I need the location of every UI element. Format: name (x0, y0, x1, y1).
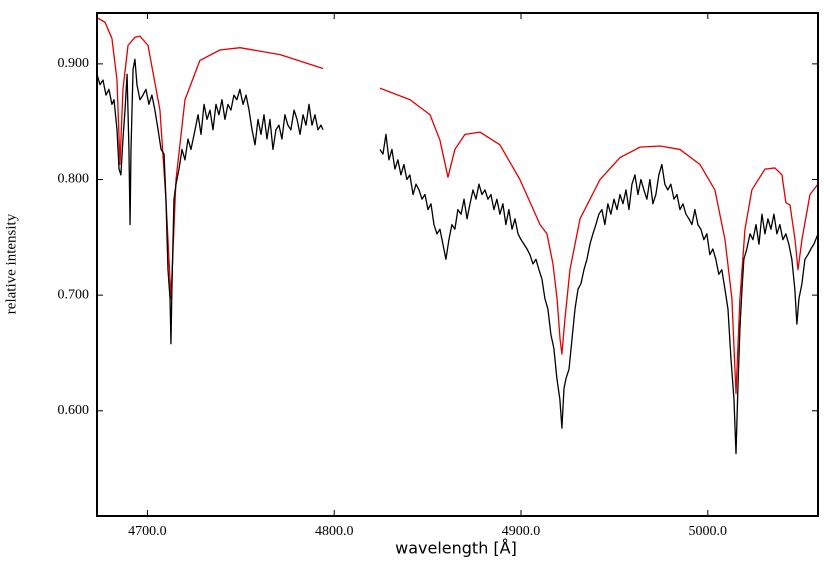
x-tick-label: 4800.0 (315, 524, 354, 539)
y-tick-label: 0.800 (58, 172, 90, 187)
x-axis-label: wavelength [Å] (395, 539, 517, 558)
y-tick-label: 0.700 (58, 287, 90, 302)
y-tick-label: 0.900 (58, 56, 90, 71)
y-axis-label: relative intensity (3, 213, 19, 314)
spectrum-line (96, 58, 819, 455)
plot-frame (96, 12, 819, 517)
x-tick-label: 4700.0 (128, 524, 167, 539)
x-tick-label: 5000.0 (689, 524, 728, 539)
x-tick-label: 4900.0 (502, 524, 541, 539)
y-tick-label: 0.600 (58, 403, 90, 418)
spectrum-line (96, 17, 819, 395)
